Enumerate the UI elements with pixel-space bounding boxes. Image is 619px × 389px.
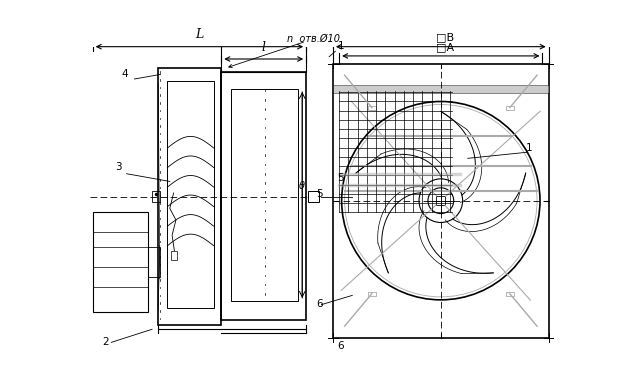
Bar [148, 247, 160, 277]
Bar [222, 72, 306, 320]
Text: □A: □A [436, 42, 454, 52]
Text: θ: θ [299, 181, 305, 191]
Text: 1: 1 [337, 41, 344, 51]
Text: 4: 4 [122, 70, 128, 79]
Bar [333, 64, 548, 338]
Text: □B: □B [436, 32, 454, 42]
Bar [436, 196, 446, 205]
Bar [368, 106, 376, 110]
Text: n  отв.Ø10: n отв.Ø10 [287, 34, 340, 44]
Bar [93, 212, 148, 312]
Bar [333, 85, 548, 93]
Bar [171, 251, 178, 260]
Text: 6: 6 [337, 340, 344, 350]
Bar [506, 106, 514, 110]
Bar [506, 292, 514, 296]
Bar [152, 191, 160, 202]
Bar [222, 22, 306, 72]
Bar [158, 68, 222, 326]
Text: 5: 5 [337, 173, 344, 184]
Text: L: L [196, 28, 204, 40]
Bar [232, 89, 298, 301]
Text: 6: 6 [316, 299, 322, 309]
Text: 3: 3 [116, 162, 123, 172]
Text: 5: 5 [316, 189, 322, 199]
Bar [308, 191, 319, 202]
Bar [368, 292, 376, 296]
Bar [168, 81, 214, 308]
Text: l: l [262, 40, 266, 54]
Text: 1: 1 [526, 143, 532, 152]
Text: 2: 2 [103, 336, 109, 347]
